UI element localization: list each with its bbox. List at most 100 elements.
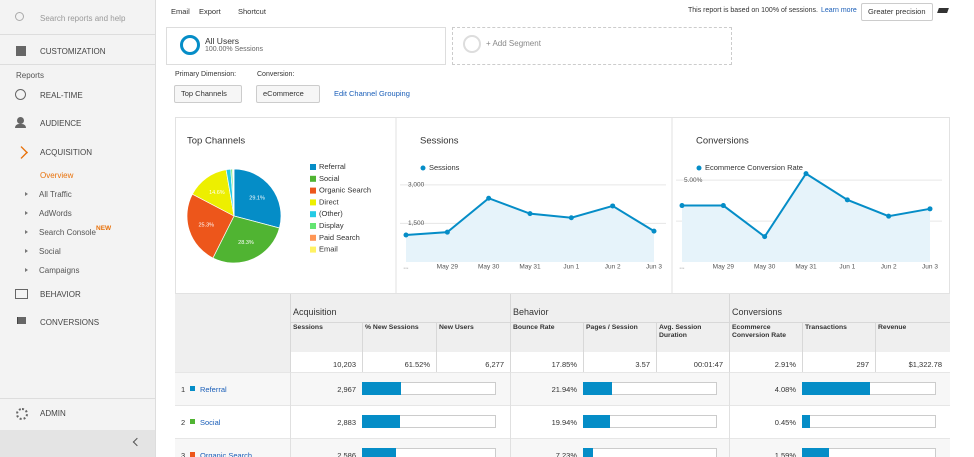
slice-label: 14.6% (209, 190, 225, 196)
x-tick-label: May 30 (478, 264, 500, 271)
series-point (886, 213, 892, 219)
row-rank: 1 (181, 385, 186, 394)
bar (802, 415, 810, 428)
dimension-dropdown[interactable]: Top Channels (174, 85, 242, 103)
nav-item[interactable]: BEHAVIOR (40, 290, 81, 299)
legend-label: (Other) (319, 209, 343, 218)
legend-label: Social (319, 174, 340, 183)
toolbar-action[interactable]: Shortcut (238, 7, 266, 16)
expand-arrow (25, 230, 28, 234)
row-rank: 2 (181, 418, 186, 427)
segment-name: All Users (205, 36, 240, 46)
bar (583, 382, 613, 395)
column-divider (362, 322, 363, 372)
control-label: Conversion: (257, 71, 295, 78)
column-divider (656, 322, 657, 372)
sidebar (0, 0, 156, 457)
collapse-bar[interactable] (0, 430, 155, 457)
edit-grouping-link[interactable]: Edit Channel Grouping (334, 89, 410, 98)
bar (362, 415, 400, 428)
series-area (406, 198, 654, 262)
control-label: Primary Dimension: (175, 71, 237, 78)
column-header[interactable]: Bounce Rate (513, 324, 555, 331)
series-area (682, 173, 930, 262)
nav-item[interactable]: CONVERSIONS (40, 318, 100, 327)
x-tick-label: Jun 3 (646, 264, 662, 271)
label-col-bg (175, 352, 290, 372)
cap-icon[interactable] (937, 8, 949, 13)
legend-dot (420, 165, 426, 171)
legend-swatch (310, 223, 316, 229)
segment-ring (180, 35, 200, 55)
y-tick-label: 3,000 (408, 182, 425, 189)
column-divider (436, 322, 437, 372)
search-box[interactable]: Search reports and help (40, 14, 126, 23)
bar (802, 382, 871, 395)
nav-item[interactable]: ADMIN (40, 409, 66, 418)
channel-link[interactable]: Referral (200, 385, 227, 394)
total-value: 297 (856, 360, 869, 369)
total-value: 3.57 (635, 360, 650, 369)
column-header[interactable]: % New Sessions (365, 324, 419, 331)
series-point (679, 203, 685, 209)
row-value: 19.94% (551, 418, 577, 427)
row-divider (290, 372, 291, 405)
conversions-icon (17, 317, 26, 324)
row-swatch (190, 386, 195, 391)
column-header[interactable]: Transactions (805, 324, 847, 331)
conversion-dropdown[interactable]: eCommerce (256, 85, 320, 103)
legend-label: Ecommerce Conversion Rate (705, 163, 803, 172)
row-divider (290, 405, 291, 438)
learn-more-link[interactable]: Learn more (821, 7, 857, 14)
nav-item[interactable]: ACQUISITION (40, 148, 93, 157)
series-point (444, 229, 450, 235)
search-icon (15, 12, 24, 21)
nav-subitem-active[interactable]: Overview (40, 171, 74, 180)
legend-dot (696, 165, 702, 171)
row-divider (510, 438, 511, 457)
nav-subitem[interactable]: AdWords (39, 209, 72, 218)
nav-subitem[interactable]: Search Console (39, 228, 96, 237)
admin-icon (16, 408, 28, 420)
nav-subitem[interactable]: All Traffic (39, 190, 72, 199)
expand-arrow (25, 211, 28, 215)
add-segment[interactable]: + Add Segment (486, 39, 541, 48)
row-divider (510, 372, 511, 405)
nav-item[interactable]: REAL-TIME (40, 91, 83, 100)
toolbar-action[interactable]: Export (199, 7, 221, 16)
toolbar-action[interactable]: Email (171, 7, 190, 16)
segment-card[interactable] (166, 27, 446, 65)
channel-link[interactable]: Social (200, 418, 221, 427)
column-header[interactable]: Pages / Session (586, 324, 638, 331)
column-header[interactable]: Avg. Session Duration (659, 324, 702, 339)
nav-subitem[interactable]: Campaigns (39, 266, 80, 275)
add-segment-card[interactable] (452, 27, 732, 65)
column-header[interactable]: Ecommerce Conversion Rate (732, 324, 787, 339)
x-tick-label: Jun 2 (881, 264, 897, 271)
row-rank: 3 (181, 451, 186, 457)
slice-label: 25.3% (198, 222, 214, 228)
channel-link[interactable]: Organic Search (200, 451, 253, 457)
bar (362, 382, 401, 395)
add-segment-ring (463, 35, 481, 53)
nav-subitem[interactable]: Social (39, 247, 61, 256)
sampling-note: This report is based on 100% of sessions… (688, 7, 818, 14)
divider (0, 34, 155, 35)
nav-item[interactable]: CUSTOMIZATION (40, 47, 106, 56)
column-header[interactable]: Sessions (293, 324, 323, 331)
legend-swatch (310, 246, 316, 253)
pie-slice (233, 168, 282, 229)
new-badge: NEW (96, 225, 112, 232)
column-header[interactable]: Revenue (878, 324, 907, 331)
row-value: 7.23% (555, 451, 577, 457)
nav-item[interactable]: AUDIENCE (40, 119, 82, 128)
legend-swatch (310, 234, 316, 241)
charts-panel: Top Channels 29.1% Referral 28.3% Social 25.3… (175, 117, 950, 294)
total-value: $1,322.78 (908, 360, 942, 369)
series-point (568, 215, 574, 221)
precision-dropdown[interactable]: Greater precision (861, 3, 933, 21)
series-point (927, 206, 933, 212)
column-header[interactable]: New Users (439, 324, 474, 331)
series-point (803, 171, 809, 177)
